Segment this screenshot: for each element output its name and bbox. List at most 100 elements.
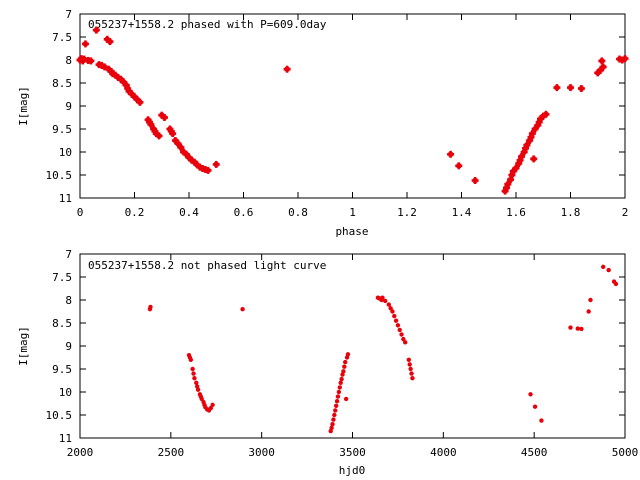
data-point bbox=[199, 396, 204, 402]
y-tick-label: 8 bbox=[65, 54, 72, 67]
data-point-core bbox=[194, 162, 200, 168]
data-point bbox=[343, 359, 348, 365]
data-point bbox=[208, 405, 213, 411]
data-point bbox=[136, 98, 144, 106]
data-point bbox=[528, 392, 533, 397]
x-tick-label: 5000 bbox=[612, 446, 639, 459]
x-tick-label: 0 bbox=[77, 206, 84, 219]
data-point-core bbox=[579, 86, 584, 91]
y-tick-label: 10.5 bbox=[46, 169, 73, 182]
data-point bbox=[341, 369, 346, 374]
data-point-core bbox=[531, 156, 536, 162]
data-point bbox=[380, 295, 385, 300]
data-point bbox=[586, 309, 591, 314]
data-point-core bbox=[502, 188, 508, 194]
data-point-core bbox=[121, 79, 126, 85]
x-tick-label: 2500 bbox=[158, 446, 185, 459]
data-point-core bbox=[184, 152, 189, 157]
x-tick-label: 1.6 bbox=[506, 206, 526, 219]
data-point-core bbox=[472, 178, 478, 183]
data-point bbox=[523, 141, 531, 149]
chart-2: 2000 2500 3000 3500 4000 4500 5000 7 7.5 8 8.5 9 9.5… bbox=[17, 248, 638, 477]
data-point bbox=[147, 120, 155, 128]
data-point-core bbox=[118, 77, 124, 82]
data-point bbox=[333, 408, 338, 413]
data-point-core bbox=[509, 172, 515, 178]
data-point-core bbox=[535, 123, 540, 128]
data-point bbox=[334, 399, 340, 404]
data-point-core bbox=[599, 58, 605, 64]
data-point-core bbox=[511, 169, 516, 174]
data-point bbox=[599, 63, 607, 71]
data-point-core bbox=[448, 152, 453, 157]
chart-1: 0 0.2 0.4 0.6 0.8 1 1.2 1.4 1.6 1.8 2 7 7.5 8 8.5 9 9.5 1… bbox=[17, 8, 629, 238]
data-point-core bbox=[598, 67, 603, 73]
x-tick-label: 0.8 bbox=[288, 206, 308, 219]
data-point-core bbox=[126, 89, 132, 94]
data-point-core bbox=[99, 63, 104, 68]
data-point-core bbox=[169, 129, 174, 134]
data-point-core bbox=[83, 41, 88, 47]
data-point-core bbox=[521, 149, 527, 155]
data-point bbox=[383, 298, 388, 304]
data-point bbox=[567, 84, 574, 92]
y-tick-label: 8.5 bbox=[52, 317, 72, 330]
data-point bbox=[335, 394, 341, 399]
data-point bbox=[621, 55, 629, 63]
data-point bbox=[339, 376, 344, 382]
data-point-core bbox=[528, 135, 534, 140]
data-point bbox=[343, 396, 349, 402]
data-point-core bbox=[214, 162, 219, 167]
data-point-core bbox=[527, 138, 532, 143]
data-point bbox=[190, 366, 195, 372]
data-point bbox=[601, 264, 606, 270]
data-point-core bbox=[145, 117, 151, 122]
x-tick-label: 1 bbox=[349, 206, 356, 219]
y-tick-label: 7 bbox=[65, 248, 72, 261]
data-point-core bbox=[595, 70, 600, 76]
x-axis-label: phase bbox=[335, 225, 368, 238]
data-point-core bbox=[162, 115, 167, 120]
y-tick-label: 7 bbox=[65, 8, 72, 21]
data-point bbox=[101, 63, 109, 71]
x-tick-label: 2000 bbox=[67, 446, 94, 459]
data-point-core bbox=[159, 113, 164, 118]
data-point-core bbox=[543, 112, 549, 117]
data-point-core bbox=[524, 142, 530, 148]
data-point-core bbox=[107, 39, 113, 44]
data-point bbox=[531, 125, 539, 133]
data-point bbox=[174, 140, 182, 148]
data-point-core bbox=[517, 158, 523, 163]
data-point bbox=[188, 357, 194, 362]
data-point bbox=[539, 418, 544, 423]
data-point-core bbox=[284, 67, 290, 72]
data-point-core bbox=[554, 85, 560, 90]
data-point bbox=[504, 180, 512, 188]
data-point-core bbox=[137, 100, 143, 105]
data-point bbox=[160, 114, 168, 121]
data-point-core bbox=[147, 119, 152, 125]
data-point bbox=[169, 130, 177, 138]
x-axis-label: hjd0 bbox=[339, 464, 366, 477]
data-point bbox=[191, 371, 196, 376]
data-point bbox=[345, 352, 351, 357]
data-point-core bbox=[94, 27, 99, 33]
data-point-core bbox=[530, 131, 535, 136]
data-point bbox=[402, 340, 408, 345]
data-point-core bbox=[523, 146, 528, 151]
data-point-core bbox=[532, 126, 538, 132]
x-tick-label: 1.4 bbox=[452, 206, 472, 219]
data-point-core bbox=[508, 177, 513, 182]
x-tick-label: 3500 bbox=[339, 446, 366, 459]
data-point-core bbox=[110, 71, 115, 76]
data-point-core bbox=[513, 165, 519, 171]
data-point-core bbox=[88, 58, 94, 64]
data-point bbox=[148, 304, 153, 310]
data-point-core bbox=[156, 133, 162, 139]
y-tick-label: 8 bbox=[65, 294, 72, 307]
data-point-core bbox=[504, 185, 509, 191]
data-point bbox=[455, 162, 463, 170]
data-point bbox=[330, 422, 335, 427]
